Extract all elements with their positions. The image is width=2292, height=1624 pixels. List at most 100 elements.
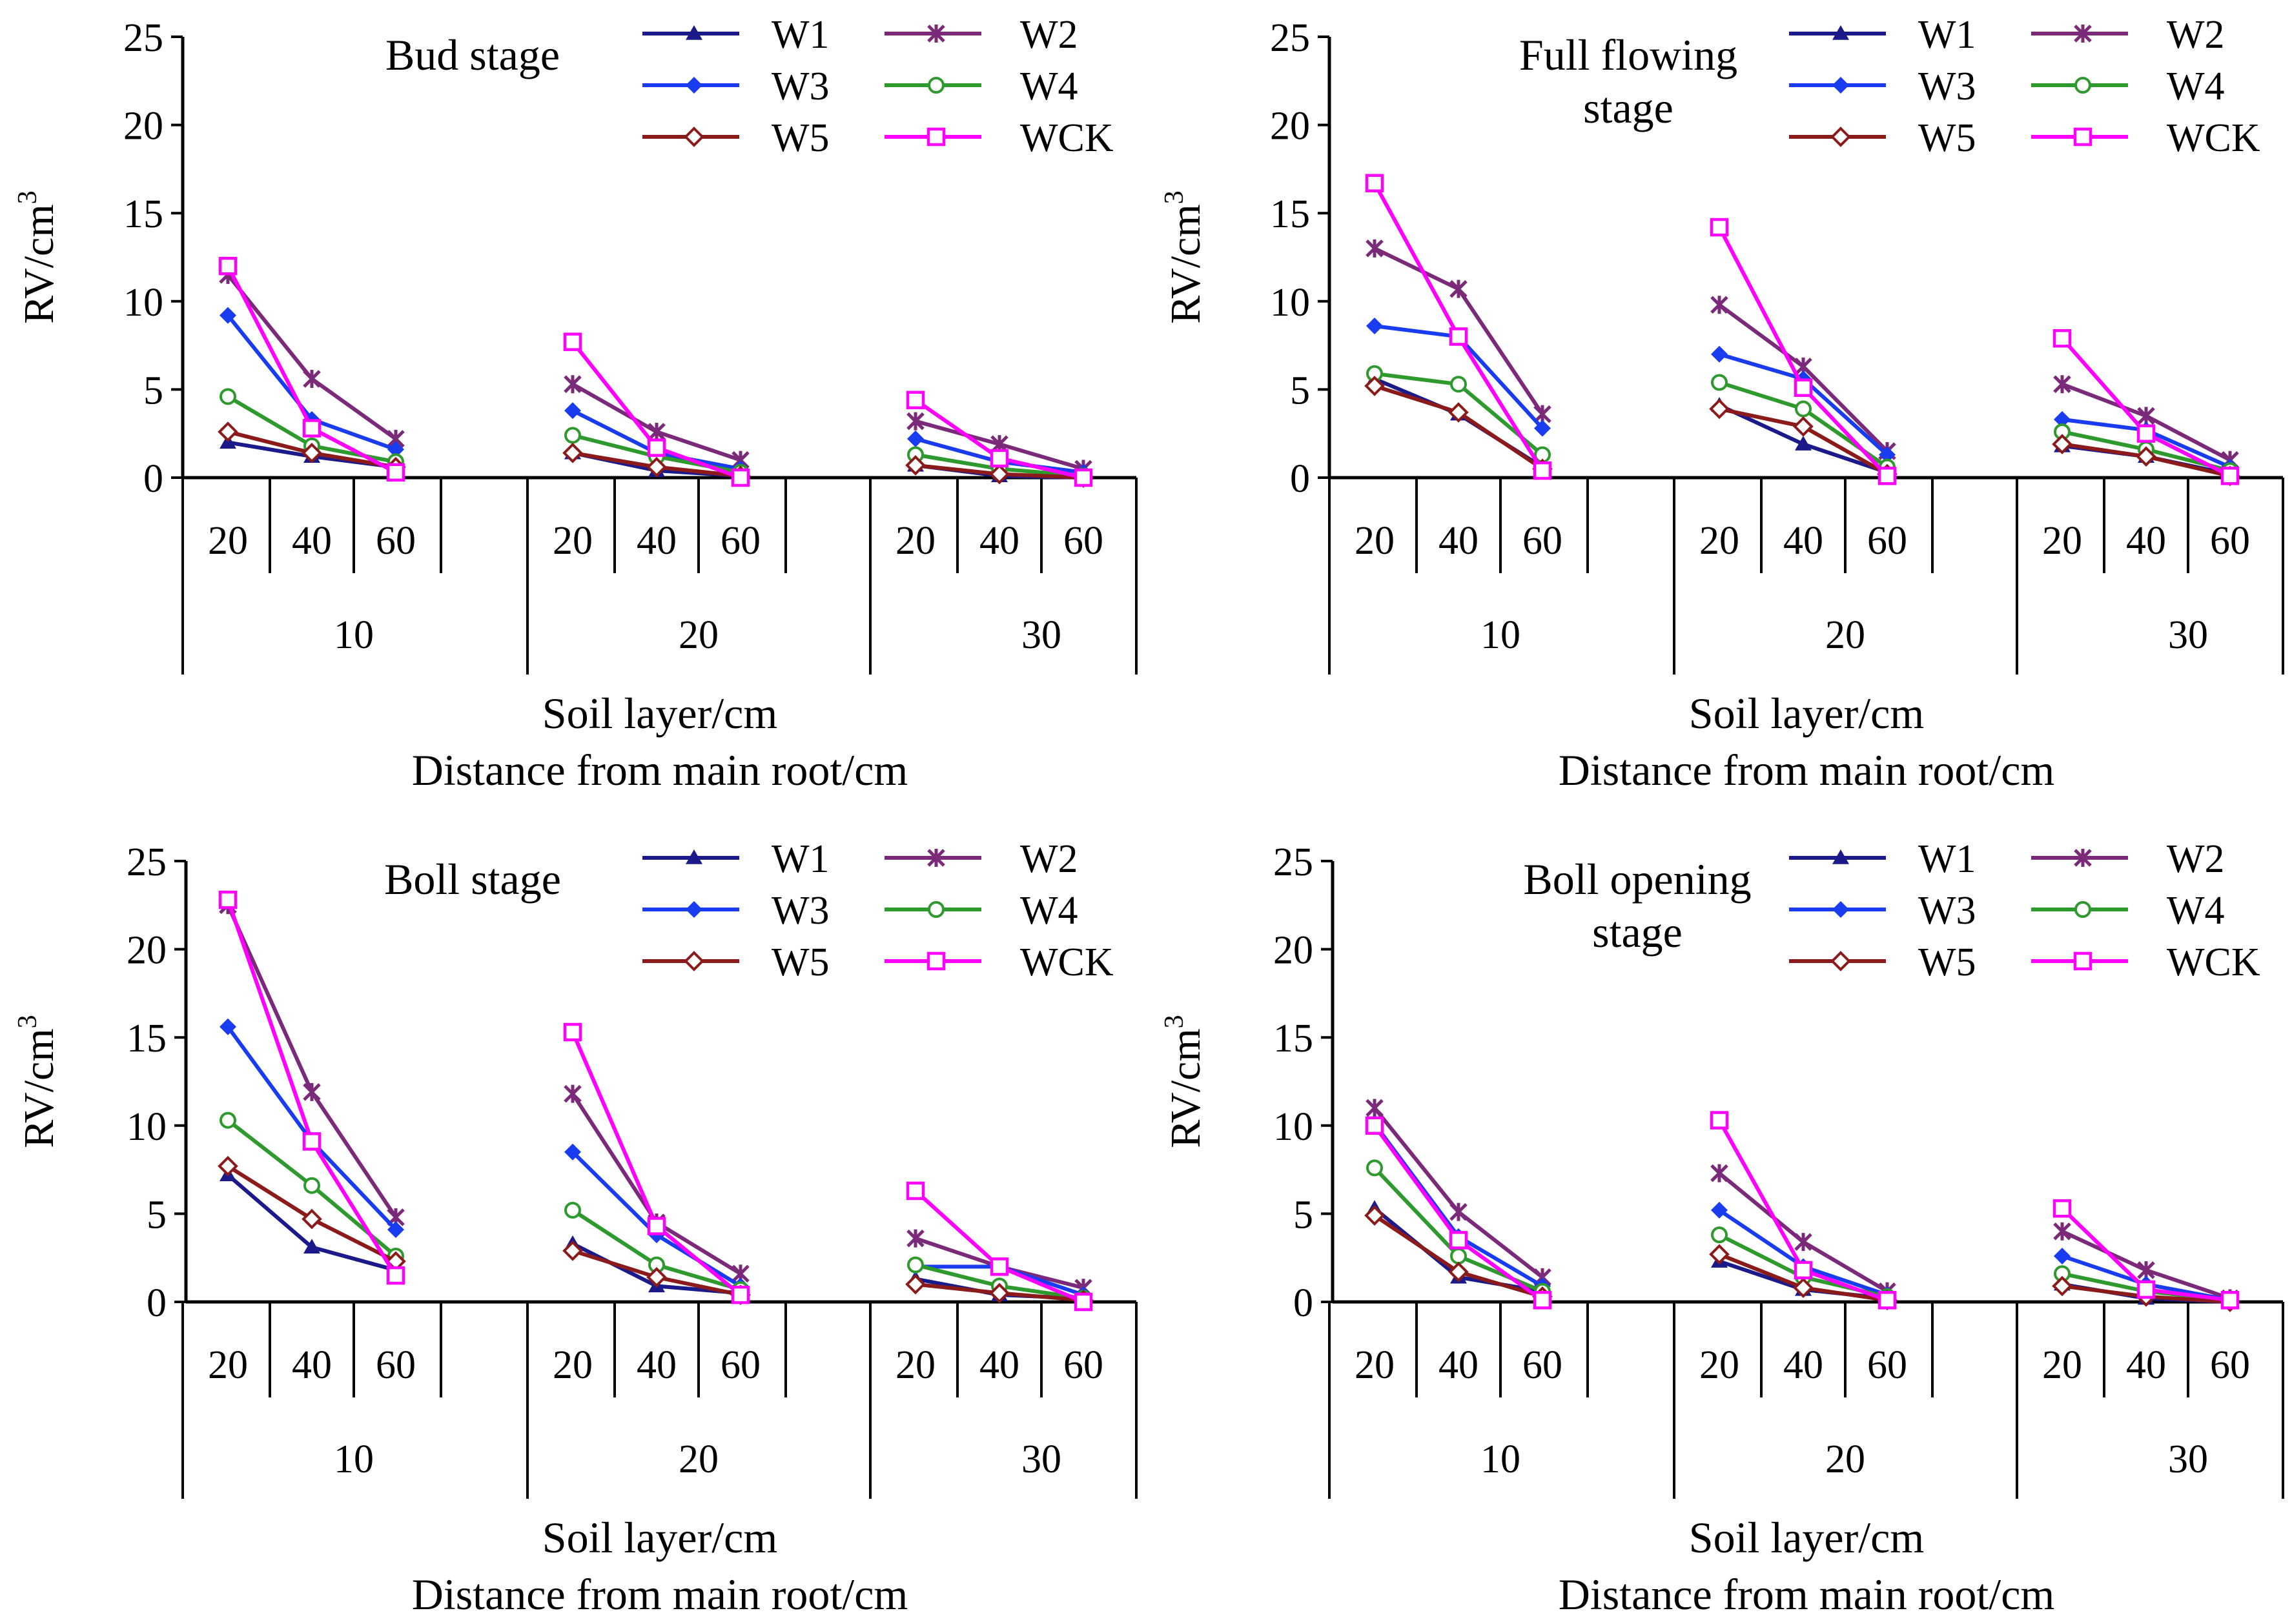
series-W5 — [1364, 376, 2240, 487]
data-point-WCK — [2220, 1291, 2240, 1310]
data-point-WCK — [563, 332, 582, 351]
y-tick-label: 20 — [1270, 105, 1310, 148]
legend-marker — [2073, 951, 2092, 971]
x-tick-label-layer: 20 — [2042, 1343, 2082, 1387]
data-point-WCK — [302, 419, 322, 438]
y-tick-label: 5 — [143, 369, 163, 412]
y-tick-label: 10 — [127, 1105, 167, 1149]
legend-label: W4 — [2167, 65, 2225, 108]
data-point-W5 — [1448, 1261, 1469, 1283]
legend-label: WCK — [1020, 116, 1114, 160]
data-point-W3 — [220, 1018, 236, 1035]
data-point-W4 — [1795, 400, 1812, 418]
legend-item-WCK: WCK — [885, 940, 1114, 984]
data-point-WCK — [1878, 467, 1897, 485]
data-point-W5 — [1709, 1244, 1730, 1265]
data-point-W2 — [1794, 1233, 1812, 1252]
data-point-WCK — [1533, 461, 1552, 480]
legend-label: W2 — [2167, 13, 2225, 57]
data-point-W5 — [1793, 416, 1814, 437]
data-point-W4 — [1711, 1226, 1728, 1244]
data-point-WCK — [386, 463, 405, 482]
legend-item-W3: W3 — [642, 65, 830, 108]
legend-marker — [1832, 849, 1849, 864]
legend-marker — [686, 901, 702, 918]
legend-item-WCK: WCK — [885, 116, 1114, 160]
series-WCK — [1365, 1111, 2240, 1310]
data-point-W2 — [1710, 296, 1728, 314]
legend-item-W4: W4 — [885, 889, 1078, 933]
chart-panel-1: 0 5 10 15 20 25 RV/cm3 20 40 60 10 20 40 60 20 20 40 60 30… — [13, 13, 1138, 795]
y-axis-label: RV/cm3 — [1160, 190, 1209, 323]
x-tick-label-layer: 40 — [637, 519, 677, 563]
data-point-WCK — [990, 1257, 1009, 1276]
data-point-W5 — [905, 455, 926, 476]
y-tick-label: 15 — [1273, 1017, 1313, 1061]
y-tick-label: 10 — [123, 281, 163, 325]
legend-label: W3 — [772, 65, 830, 108]
data-point-WCK — [1794, 378, 1813, 397]
legend-marker — [684, 127, 704, 147]
legend-marker — [686, 77, 702, 94]
data-point-W1 — [1795, 436, 1812, 451]
legend-item-W2: W2 — [2031, 13, 2225, 57]
x-tick-label-layer: 60 — [1867, 1343, 1907, 1387]
y-axis-label-superscript: 3 — [1160, 1015, 1189, 1028]
data-point-W3 — [1534, 420, 1551, 437]
legend-item-W1: W1 — [1789, 837, 1976, 881]
data-point-WCK — [1365, 174, 1384, 193]
data-point-WCK — [1710, 1111, 1729, 1130]
x-tick-label-layer: 40 — [292, 519, 332, 563]
x-tick-label-layer: 40 — [1783, 519, 1823, 563]
data-point-WCK — [218, 890, 238, 909]
x-tick-label-layer: 20 — [1699, 519, 1739, 563]
data-point-W3 — [2054, 1247, 2071, 1264]
data-point-WCK — [1794, 1261, 1813, 1280]
x-tick-label-layer: 20 — [895, 1343, 936, 1387]
y-axis-label-superscript: 3 — [13, 190, 43, 204]
chart-panel-3: 0 5 10 15 20 25 RV/cm3 20 40 60 10 20 40 60 20 20 40 60 30… — [13, 837, 1138, 1619]
x-tick-label-layer: 40 — [979, 1343, 1019, 1387]
legend-item-W4: W4 — [885, 65, 1078, 108]
x-tick-label-layer: 60 — [1063, 1343, 1103, 1387]
x-tick-label-layer: 40 — [979, 519, 1019, 563]
data-point-W4 — [1450, 1247, 1467, 1264]
x-tick-label-layer: 40 — [1783, 1343, 1823, 1387]
legend-item-W3: W3 — [642, 889, 830, 933]
data-point-W2 — [2053, 375, 2071, 394]
legend-item-WCK: WCK — [2031, 116, 2260, 160]
y-tick-label: 0 — [147, 1281, 167, 1325]
data-point-WCK — [2136, 424, 2156, 443]
x-tick-label-layer: 20 — [208, 519, 248, 563]
data-point-W1 — [303, 1239, 320, 1254]
x-tick-label-layer: 40 — [1438, 1343, 1479, 1387]
x-tick-label-distance: 20 — [679, 1437, 719, 1481]
chart-title-line: Boll opening — [1523, 855, 1751, 904]
data-point-W5 — [646, 456, 667, 478]
chart-panel-4: 0 5 10 15 20 25 RV/cm3 20 40 60 10 20 40 60 20 20 40 60 30… — [1160, 837, 2284, 1619]
data-point-W3 — [564, 1143, 581, 1161]
legend-marker — [686, 849, 702, 864]
chart-title-line: stage — [1583, 83, 1673, 132]
data-point-W2 — [648, 422, 666, 441]
legend-marker — [926, 127, 946, 147]
legend-item-W5: W5 — [642, 116, 830, 160]
data-point-W2 — [1449, 1203, 1468, 1221]
data-point-WCK — [906, 391, 925, 410]
data-point-WCK — [906, 1181, 925, 1201]
x-tick-label-layer: 60 — [2210, 1343, 2250, 1387]
legend-item-W1: W1 — [1789, 13, 1976, 57]
data-point-WCK — [1449, 327, 1468, 346]
x-tick-label-layer: 40 — [637, 1343, 677, 1387]
data-point-W5 — [1364, 376, 1385, 396]
data-point-W3 — [1711, 345, 1728, 363]
x-tick-label-layer: 60 — [376, 519, 416, 563]
y-tick-label: 25 — [1273, 840, 1313, 884]
series-line-W3 — [226, 1026, 398, 1232]
data-point-WCK — [1074, 468, 1093, 487]
y-tick-label: 5 — [147, 1193, 167, 1237]
data-point-W5 — [1448, 402, 1469, 423]
x-tick-label-distance: 30 — [2168, 613, 2208, 657]
data-point-W5 — [1709, 398, 1730, 420]
